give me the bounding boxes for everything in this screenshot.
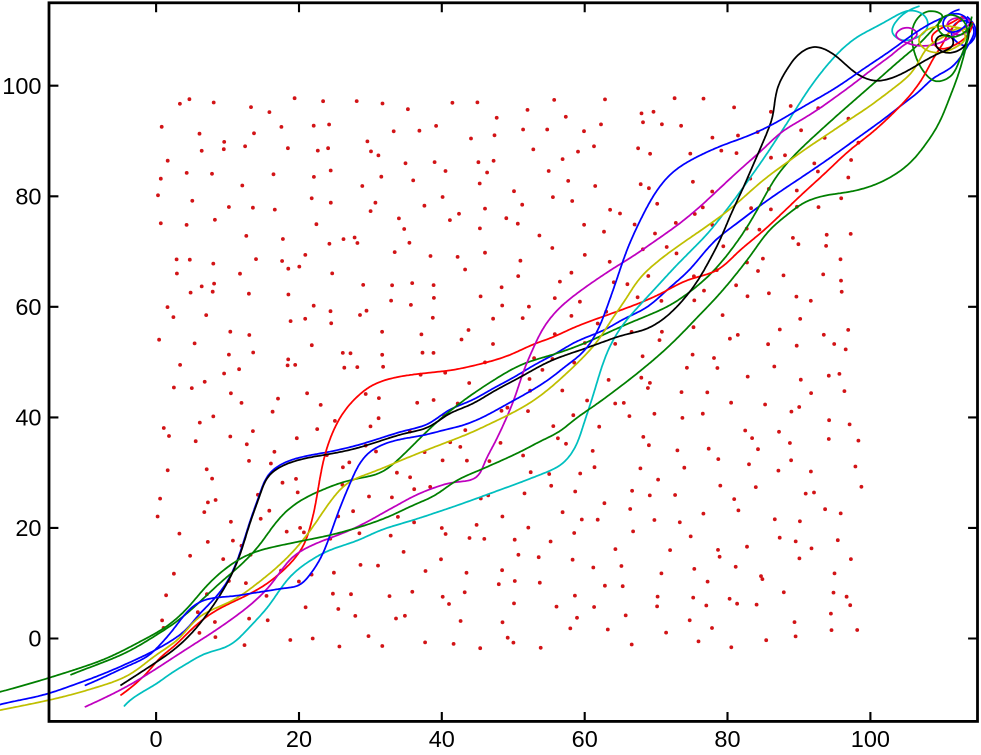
svg-text:0: 0 [28, 626, 41, 652]
svg-text:100: 100 [851, 726, 890, 750]
svg-text:40: 40 [15, 405, 41, 431]
svg-text:40: 40 [429, 726, 455, 750]
svg-text:20: 20 [286, 726, 312, 750]
svg-text:60: 60 [572, 726, 598, 750]
svg-text:0: 0 [150, 726, 163, 750]
svg-text:80: 80 [15, 184, 41, 210]
svg-text:80: 80 [714, 726, 740, 750]
svg-text:60: 60 [15, 294, 41, 320]
svg-text:20: 20 [15, 515, 41, 541]
svg-text:100: 100 [2, 73, 41, 99]
